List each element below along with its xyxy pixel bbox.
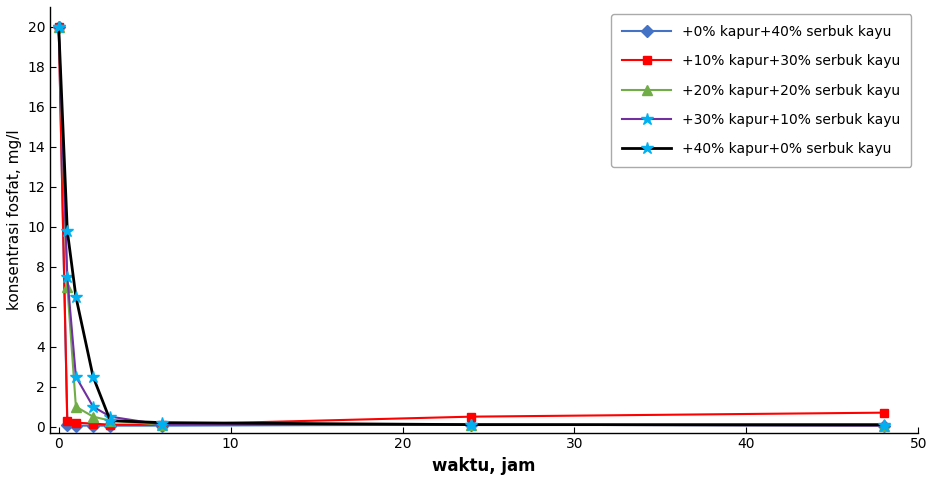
+40% kapur+0% serbuk kayu <box>156 420 167 426</box>
+10% kapur+30% serbuk kayu <box>105 422 116 428</box>
Line: +30% kapur+10% serbuk kayu: +30% kapur+10% serbuk kayu <box>52 21 890 432</box>
Line: +10% kapur+30% serbuk kayu: +10% kapur+30% serbuk kayu <box>54 23 888 429</box>
+10% kapur+30% serbuk kayu <box>70 420 81 426</box>
Y-axis label: konsentrasi fosfat, mg/l: konsentrasi fosfat, mg/l <box>7 130 21 310</box>
Line: +20% kapur+20% serbuk kayu: +20% kapur+20% serbuk kayu <box>54 22 889 430</box>
+30% kapur+10% serbuk kayu <box>105 414 116 419</box>
+30% kapur+10% serbuk kayu <box>878 423 889 428</box>
+30% kapur+10% serbuk kayu <box>88 404 99 410</box>
+10% kapur+30% serbuk kayu <box>156 422 167 428</box>
+0% kapur+40% serbuk kayu <box>105 423 116 428</box>
+20% kapur+20% serbuk kayu <box>53 24 64 30</box>
+20% kapur+20% serbuk kayu <box>105 418 116 424</box>
+0% kapur+40% serbuk kayu <box>70 423 81 428</box>
+20% kapur+20% serbuk kayu <box>62 284 73 290</box>
+40% kapur+0% serbuk kayu <box>62 228 73 234</box>
+0% kapur+40% serbuk kayu <box>62 422 73 428</box>
+30% kapur+10% serbuk kayu <box>156 422 167 428</box>
+10% kapur+30% serbuk kayu <box>53 24 64 30</box>
+10% kapur+30% serbuk kayu <box>466 414 477 419</box>
Line: +0% kapur+40% serbuk kayu: +0% kapur+40% serbuk kayu <box>54 23 888 430</box>
+40% kapur+0% serbuk kayu <box>70 294 81 300</box>
+30% kapur+10% serbuk kayu <box>466 422 477 428</box>
+10% kapur+30% serbuk kayu <box>88 421 99 427</box>
+0% kapur+40% serbuk kayu <box>466 422 477 428</box>
+20% kapur+20% serbuk kayu <box>88 414 99 419</box>
+20% kapur+20% serbuk kayu <box>70 404 81 410</box>
+30% kapur+10% serbuk kayu <box>62 274 73 280</box>
+0% kapur+40% serbuk kayu <box>53 24 64 30</box>
Line: +40% kapur+0% serbuk kayu: +40% kapur+0% serbuk kayu <box>52 21 890 431</box>
+40% kapur+0% serbuk kayu <box>878 422 889 428</box>
+40% kapur+0% serbuk kayu <box>53 24 64 30</box>
+20% kapur+20% serbuk kayu <box>878 423 889 428</box>
+40% kapur+0% serbuk kayu <box>88 374 99 379</box>
+0% kapur+40% serbuk kayu <box>878 423 889 428</box>
+10% kapur+30% serbuk kayu <box>62 418 73 424</box>
X-axis label: waktu, jam: waktu, jam <box>432 457 536 475</box>
+40% kapur+0% serbuk kayu <box>105 418 116 424</box>
+20% kapur+20% serbuk kayu <box>466 422 477 428</box>
+10% kapur+30% serbuk kayu <box>878 410 889 415</box>
+0% kapur+40% serbuk kayu <box>88 423 99 428</box>
+0% kapur+40% serbuk kayu <box>156 423 167 428</box>
+30% kapur+10% serbuk kayu <box>70 374 81 379</box>
+20% kapur+20% serbuk kayu <box>156 422 167 428</box>
+30% kapur+10% serbuk kayu <box>53 24 64 30</box>
+40% kapur+0% serbuk kayu <box>466 422 477 428</box>
Legend: +0% kapur+40% serbuk kayu, +10% kapur+30% serbuk kayu, +20% kapur+20% serbuk kay: +0% kapur+40% serbuk kayu, +10% kapur+30… <box>611 14 912 167</box>
